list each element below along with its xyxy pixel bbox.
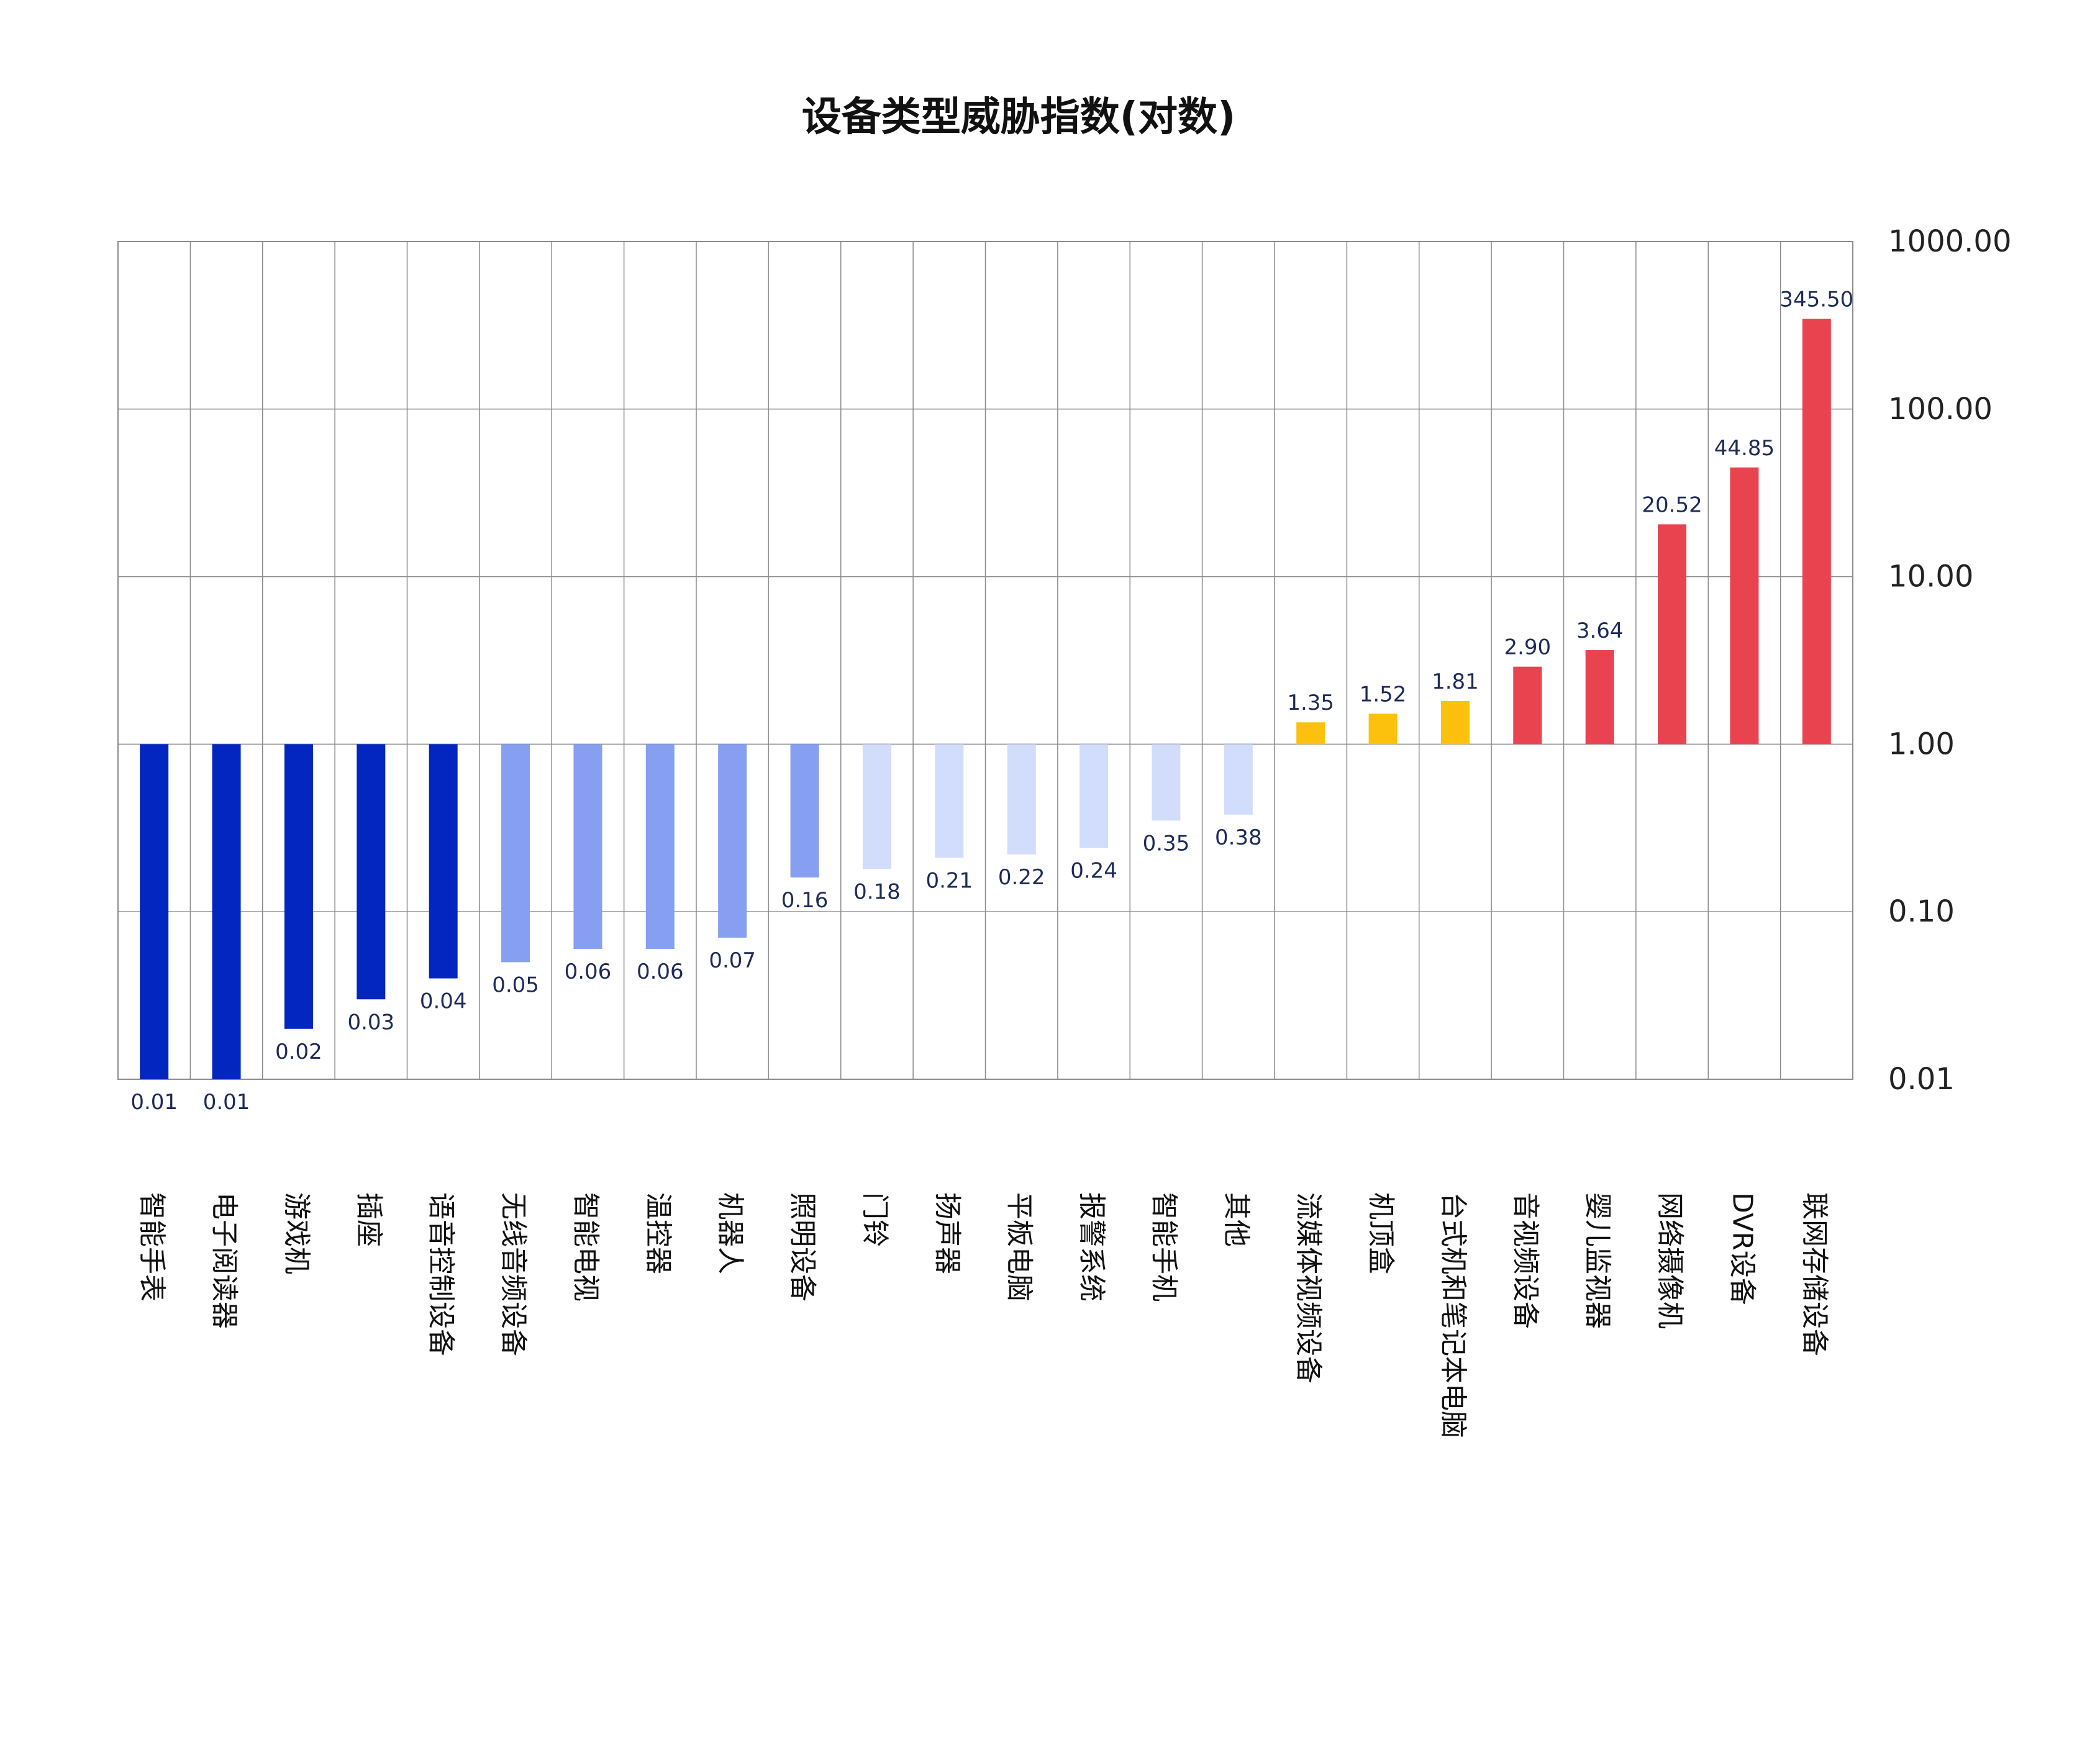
- y-tick-label: 0.10: [1888, 894, 1955, 929]
- x-category-label: DVR设备: [1726, 1192, 1758, 1305]
- plot-grid: [117, 241, 1853, 1080]
- x-category-label: 台式机和笔记本电脑: [1437, 1192, 1469, 1438]
- bar-value-label: 0.06: [565, 959, 612, 984]
- x-category-label: 温控器: [642, 1192, 674, 1274]
- x-category-label: 报警系统: [1076, 1192, 1107, 1302]
- x-category-label: 机顶盒: [1365, 1192, 1397, 1274]
- bar-value-label: 0.16: [781, 888, 829, 913]
- x-category-label: 扬声器: [931, 1192, 963, 1274]
- bar-value-label: 1.52: [1360, 682, 1407, 707]
- bar: [1802, 319, 1831, 745]
- y-tick-label: 100.00: [1888, 392, 1993, 427]
- y-axis-ticks: 1000.00 100.00 10.00 1.00 0.10 0.01: [1888, 224, 2012, 1097]
- bar-value-label: 0.35: [1143, 831, 1190, 856]
- bar-value-label: 1.35: [1287, 691, 1334, 715]
- x-category-label: 智能手机: [1148, 1192, 1180, 1302]
- bar-value-label: 0.24: [1070, 859, 1117, 884]
- bar: [140, 744, 169, 1079]
- y-tick-label: 10.00: [1888, 559, 1973, 594]
- y-tick-label: 1000.00: [1888, 224, 2012, 259]
- x-category-label: 流媒体视频设备: [1293, 1192, 1324, 1384]
- x-category-label: 游戏机: [281, 1192, 312, 1274]
- x-category-label: 平板电脑: [1004, 1192, 1035, 1302]
- bar: [1296, 722, 1325, 745]
- y-tick-label: 0.01: [1888, 1062, 1955, 1097]
- bar: [284, 744, 313, 1029]
- bar-value-label: 0.21: [925, 868, 973, 893]
- bar-value-label: 0.03: [347, 1010, 394, 1035]
- bar-value-label: 345.50: [1780, 288, 1853, 312]
- x-category-label: 照明设备: [787, 1192, 819, 1302]
- bar-value-label: 0.02: [275, 1040, 322, 1064]
- chart-title: 设备类型威胁指数(对数): [802, 94, 1236, 140]
- plot-frame: [117, 241, 1853, 1080]
- x-category-label: 电子阅读器: [209, 1192, 240, 1329]
- x-category-label: 无线音频设备: [498, 1192, 529, 1356]
- x-category-label: 联网存储设备: [1799, 1192, 1830, 1356]
- x-category-label: 网络摄像机: [1654, 1192, 1686, 1329]
- bar-value-label: 1.81: [1432, 669, 1479, 694]
- bar: [357, 744, 386, 1000]
- bar-value-label: 0.01: [203, 1090, 250, 1115]
- bar: [429, 744, 458, 979]
- bar: [573, 744, 602, 949]
- bar: [1730, 467, 1759, 745]
- bar-value-label: 2.90: [1504, 635, 1551, 660]
- x-category-label: 语音控制设备: [425, 1192, 457, 1356]
- bars: [140, 319, 1831, 1079]
- bar: [1152, 744, 1181, 821]
- bar-value-label: 0.22: [998, 865, 1045, 890]
- bar: [1658, 524, 1687, 745]
- bar: [935, 744, 964, 858]
- x-axis-labels: 智能手表 电子阅读器 游戏机 插座 语音控制设备 无线音频设备 智能电视 温控器 机器人 照明设备…: [136, 1192, 1830, 1438]
- bar: [1224, 744, 1253, 815]
- bar: [1368, 713, 1398, 745]
- bar: [718, 744, 747, 938]
- bar: [1440, 700, 1470, 745]
- bar-value-label: 0.05: [492, 972, 539, 997]
- x-category-label: 智能电视: [570, 1192, 601, 1302]
- bar-value-label: 0.04: [420, 989, 467, 1014]
- x-category-label: 智能手表: [136, 1192, 168, 1302]
- bar-value-label: 0.07: [709, 948, 756, 973]
- bar-value-label: 0.18: [853, 879, 901, 904]
- bar: [1007, 744, 1036, 854]
- x-category-label: 其他: [1220, 1192, 1252, 1247]
- x-category-label: 门铃: [859, 1192, 891, 1247]
- x-category-label: 婴儿监视器: [1582, 1192, 1614, 1329]
- bar: [212, 744, 241, 1079]
- bar-value-label: 44.85: [1714, 436, 1775, 461]
- bar-value-label: 3.64: [1576, 618, 1624, 643]
- bar-value-label: 0.06: [637, 959, 684, 984]
- bar-value-label: 0.38: [1215, 825, 1262, 850]
- bar: [1585, 650, 1614, 745]
- bar: [790, 744, 819, 878]
- bar: [501, 744, 530, 963]
- bar: [1080, 744, 1109, 848]
- x-category-label: 插座: [353, 1192, 384, 1247]
- bar: [1513, 666, 1542, 745]
- bar-value-label: 20.52: [1642, 492, 1702, 517]
- y-tick-label: 1.00: [1888, 727, 1955, 761]
- bar-value-label: 0.01: [130, 1090, 178, 1115]
- bar: [645, 744, 675, 949]
- value-labels: 0.01 0.01 0.02 0.03 0.04 0.05 0.06 0.06 0.07 0.16…: [130, 288, 1853, 1115]
- bar: [862, 744, 891, 869]
- x-category-label: 音视频设备: [1509, 1192, 1541, 1329]
- x-category-label: 机器人: [714, 1192, 746, 1274]
